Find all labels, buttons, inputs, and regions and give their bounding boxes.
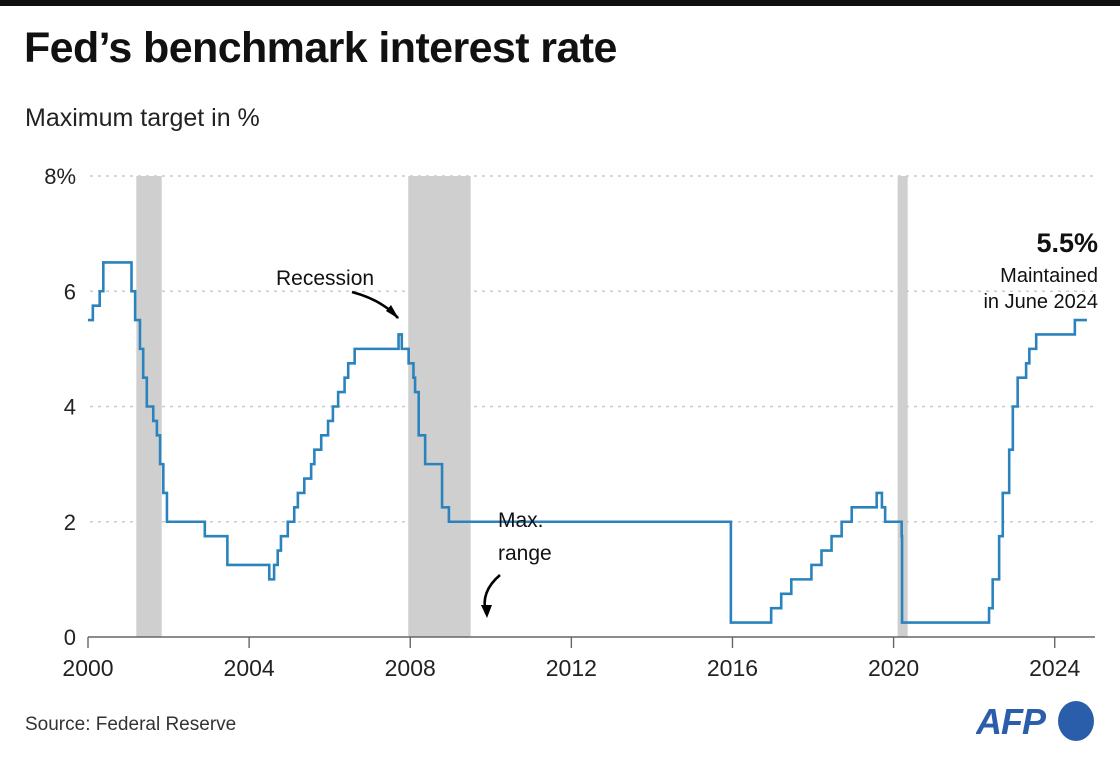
annotation-max-range-line1: Max. <box>498 509 544 532</box>
rate-line-chart: 0 2 4 6 8% 2000 2004 2008 2012 2016 2020 2024 Rece… <box>44 164 1098 681</box>
x-tick-label: 2012 <box>546 655 597 681</box>
y-tick-label: 0 <box>64 625 76 650</box>
x-tick-label: 2004 <box>224 655 275 681</box>
callout-line1: Maintained <box>1000 265 1098 287</box>
top-rule <box>0 0 1120 6</box>
afp-logo: AFP <box>976 701 1094 742</box>
afp-logo-dot <box>1058 701 1094 741</box>
annotation-recession: Recession <box>276 267 374 290</box>
annotation-max-range-line2: range <box>498 542 552 565</box>
gridlines <box>90 175 1095 523</box>
callout-line2: in June 2024 <box>983 291 1098 313</box>
x-tick-label: 2000 <box>62 655 113 681</box>
max-range-arrow-head <box>481 605 492 618</box>
recession-band <box>897 176 908 637</box>
x-tick-label: 2016 <box>707 655 758 681</box>
y-tick-label: 2 <box>64 510 76 535</box>
page-subtitle: Maximum target in % <box>25 104 260 132</box>
x-axis-tickmarks <box>87 637 1056 648</box>
x-tick-label: 2008 <box>385 655 436 681</box>
recession-arrow-head <box>386 305 399 319</box>
x-axis-ticks: 2000 2004 2008 2012 2016 2020 2024 <box>62 655 1080 681</box>
callout-value: 5.5% <box>1036 228 1098 258</box>
y-tick-label: 6 <box>64 279 76 304</box>
x-tick-label: 2020 <box>868 655 919 681</box>
source-note: Source: Federal Reserve <box>25 714 237 735</box>
chart-area: 0 2 4 6 8% 2000 2004 2008 2012 2016 2020 2024 Rece… <box>44 164 1098 681</box>
page-title: Fed’s benchmark interest rate <box>24 24 617 72</box>
y-tick-label: 8% <box>44 164 76 189</box>
rate-line <box>88 261 1087 624</box>
y-axis-ticks: 0 2 4 6 8% <box>44 164 76 650</box>
afp-logo-text: AFP <box>976 701 1047 742</box>
y-tick-label: 4 <box>64 395 76 420</box>
x-tick-label: 2024 <box>1029 655 1080 681</box>
